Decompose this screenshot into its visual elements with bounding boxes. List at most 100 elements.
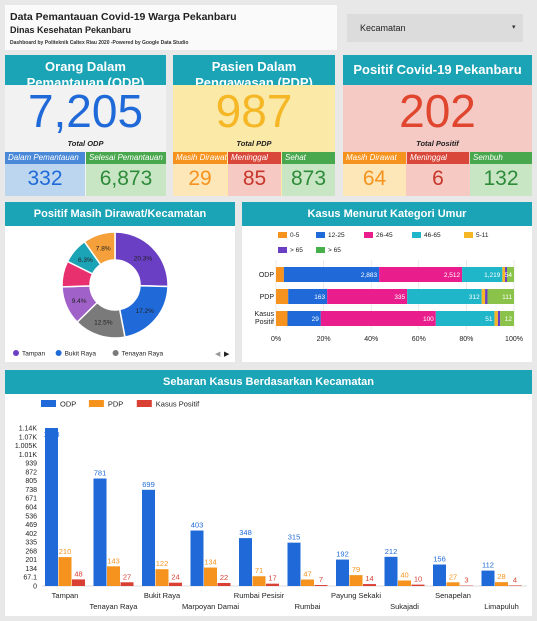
kec-bar	[93, 478, 107, 586]
age-bar-segment	[497, 311, 501, 326]
kec-category-label: Senapelan	[435, 591, 471, 600]
kec-bar	[45, 428, 58, 586]
kec-bar	[239, 538, 252, 586]
age-bar-segment	[276, 311, 288, 326]
kec-ytick: 201	[25, 557, 37, 564]
kec-legend-swatch	[41, 400, 56, 407]
kec-bar	[411, 584, 425, 586]
age-xtick: 40%	[364, 336, 378, 343]
age-legend-swatch	[316, 232, 325, 238]
kec-legend-swatch	[88, 400, 104, 407]
donut-slice-label: 7.8%	[96, 245, 111, 252]
kec-bar	[446, 582, 460, 586]
kec-data-label: 3	[464, 576, 468, 585]
kec-bar	[314, 585, 328, 586]
kec-ytick: 0	[33, 584, 37, 591]
kec-ytick: 335	[25, 540, 37, 547]
age-xtick: 0%	[271, 336, 281, 343]
kecamatan-dropdown[interactable]: Kecamatan ▾	[347, 14, 523, 42]
positif-sub2-label: Meninggal	[407, 152, 469, 164]
kec-data-label: 10	[414, 575, 422, 584]
kec-bar	[301, 579, 314, 586]
kec-data-label: 156	[433, 555, 446, 564]
positif-sub2-block: Meninggal 6	[407, 152, 469, 196]
kec-category-label: Rumbai Pesisir	[234, 591, 285, 600]
kecamatan-title: Sebaran Kasus Berdasarkan Kecamatan	[5, 370, 532, 394]
kec-bar	[481, 570, 495, 586]
pdp-card-title: Pasien Dalam Pengawasan (PDP)	[173, 55, 335, 85]
donut-legend-dot	[13, 350, 19, 356]
age-bar-segment	[494, 311, 498, 326]
kec-category-label: Bukit Raya	[144, 591, 181, 600]
odp-total-value: 7,205	[27, 85, 144, 137]
kec-category-label: Marpoyan Damai	[182, 602, 239, 611]
kec-data-label: 71	[255, 566, 263, 575]
positif-sub1-value: 64	[362, 167, 387, 190]
age-bar-segment	[487, 289, 514, 304]
kec-category-label: Limapuluh	[484, 602, 519, 611]
kecamatan-dropdown-label: Kecamatan	[360, 23, 406, 33]
dashboard-subtitle: Dinas Kesehatan Pekanbaru	[10, 25, 132, 35]
donut-slice-label: 20.3%	[134, 255, 153, 262]
kec-bar	[142, 489, 155, 586]
kec-data-label: 122	[156, 559, 169, 568]
age-legend-swatch	[278, 247, 287, 253]
kec-data-label: 22	[220, 573, 228, 582]
kec-data-label: 14	[365, 574, 373, 583]
positif-sub3-label: Sembuh	[470, 152, 532, 164]
donut-title: Positif Masih Dirawat/Kecamatan	[5, 202, 235, 226]
kec-data-label: 143	[107, 556, 120, 565]
kec-bar	[107, 566, 120, 586]
kec-data-label: 315	[288, 533, 301, 542]
dashboard-credit: Dashboard by Politeknik Caltex Riau 2020…	[10, 40, 189, 46]
age-category-label: Positif	[255, 319, 274, 326]
kecamatan-filter-panel: Kecamatan ▾	[343, 5, 532, 50]
chevron-left-icon[interactable]: ◀	[215, 351, 221, 358]
kec-data-label: 192	[336, 550, 349, 559]
donut-slice-label: 12.5%	[94, 320, 113, 327]
age-data-label: 335	[394, 294, 405, 301]
positif-card: Positif Covid-19 Pekanbaru 202 Total Pos…	[343, 55, 532, 196]
donut-slice-label: 6.3%	[78, 257, 93, 264]
age-data-label: 51	[485, 316, 493, 323]
kec-data-label: 79	[352, 565, 360, 574]
age-bar-segment	[288, 289, 328, 304]
odp-sub2-label: Selesai Pemantauan	[86, 152, 166, 164]
age-chart: 0-5 12-25 26-45 46-65 5-11 > 65 > 65 0% 20% 40% 6…	[255, 232, 523, 343]
kec-ytick: 134	[25, 566, 37, 573]
age-legend-label: > 65	[328, 247, 341, 254]
age-bar-segment	[379, 267, 463, 282]
kec-ytick: 671	[25, 496, 37, 503]
kec-ytick: 536	[25, 513, 37, 520]
age-xtick: 20%	[317, 336, 331, 343]
age-legend-swatch	[412, 232, 421, 238]
kec-bar	[120, 582, 134, 586]
kec-data-label: 7	[319, 575, 323, 584]
age-bar-segment	[462, 267, 503, 282]
kec-ytick: 268	[25, 548, 37, 555]
odp-sub1-block: Dalam Pemantauan 332	[5, 152, 85, 196]
kec-data-label: 781	[94, 469, 107, 478]
positif-sub1-label: Masih Dirawat	[343, 152, 406, 164]
chevron-right-icon[interactable]: ▶	[224, 351, 230, 358]
pdp-sub2-value: 85	[242, 167, 267, 190]
positif-sub2-value: 6	[432, 167, 444, 190]
kec-bar	[266, 583, 279, 586]
kec-bar	[252, 576, 266, 586]
age-bar-segment	[276, 289, 289, 304]
kec-ytick: 469	[25, 522, 37, 529]
kec-data-label: 47	[303, 570, 311, 579]
age-legend-label: > 65	[290, 247, 303, 254]
kec-bar	[363, 584, 376, 586]
age-bar-segment	[320, 311, 436, 326]
age-legend-swatch	[316, 247, 325, 253]
kec-data-label: 40	[400, 570, 408, 579]
donut-panel: Positif Masih Dirawat/Kecamatan 20.3% 17.…	[5, 202, 235, 362]
donut-slice	[83, 231, 116, 266]
kec-data-label: 1148	[43, 430, 59, 439]
age-bar-segment	[435, 311, 495, 326]
positif-sub3-value: 132	[483, 167, 519, 190]
pdp-sub1-block: Masih Dirawat 29	[173, 152, 227, 196]
kec-bar	[72, 579, 85, 586]
